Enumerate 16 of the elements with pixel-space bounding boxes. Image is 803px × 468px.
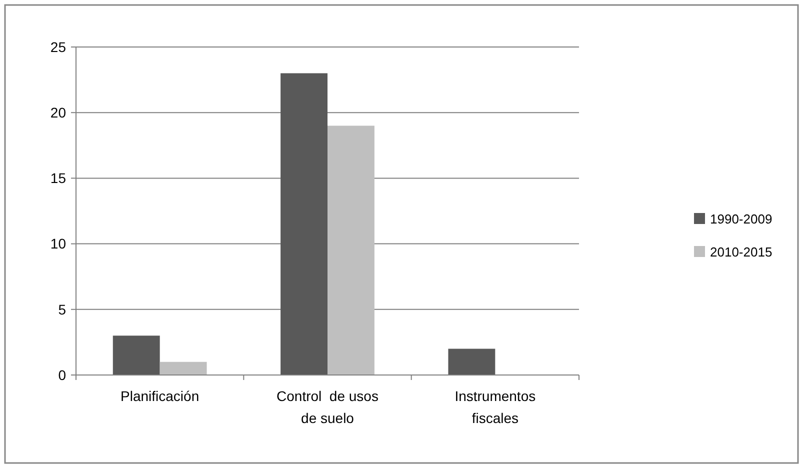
bar bbox=[280, 73, 328, 375]
x-tick-label: Planificación bbox=[120, 388, 200, 404]
y-tick-label: 0 bbox=[58, 366, 66, 383]
y-tick-label: 25 bbox=[50, 38, 66, 55]
bar bbox=[448, 348, 496, 375]
legend-label: 2010-2015 bbox=[710, 244, 772, 260]
bar bbox=[160, 362, 207, 375]
bar bbox=[112, 336, 160, 375]
y-tick-label: 15 bbox=[50, 170, 66, 186]
legend-label: 1990-2009 bbox=[710, 212, 772, 227]
x-tick-label: Control de usos de suelo bbox=[276, 388, 378, 426]
y-tick-label: 20 bbox=[50, 104, 66, 120]
bar bbox=[328, 126, 374, 375]
y-tick-label: 5 bbox=[58, 301, 66, 318]
y-tick-label: 10 bbox=[50, 236, 66, 252]
x-tick-label: Instrumentos fiscales bbox=[454, 388, 536, 426]
